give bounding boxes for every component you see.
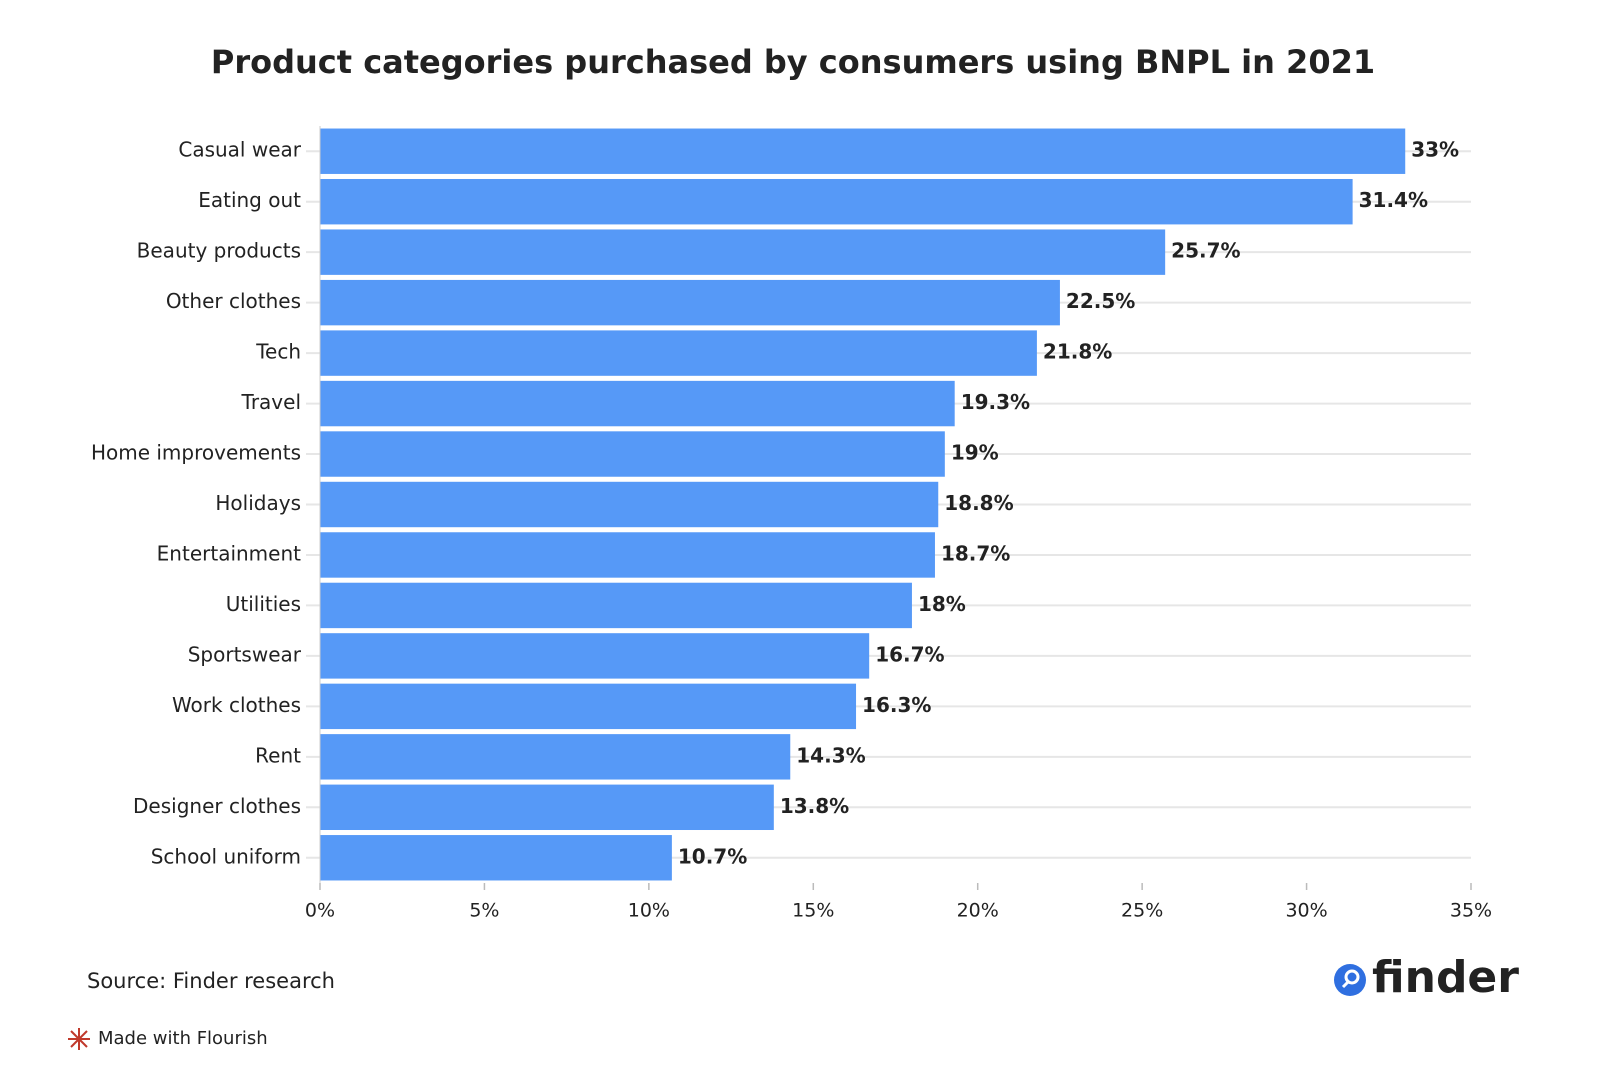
bar [320,178,1353,225]
x-tick-label: 5% [469,900,499,922]
bar [320,380,955,427]
value-label: 14.3% [796,743,865,767]
bar [320,683,857,730]
category-label: Home improvements [91,441,301,465]
flourish-icon [68,1028,90,1050]
value-label: 18% [918,592,966,616]
logo-text: finder [1372,952,1519,1003]
logo-handle [1341,980,1350,989]
bar [320,481,939,528]
logo-icon [1334,964,1366,996]
value-label: 16.3% [862,693,931,717]
x-tick-label: 15% [792,900,834,922]
category-label: Casual wear [178,138,301,162]
category-label: Travel [241,390,301,414]
value-label: 13.8% [780,794,849,818]
bar [320,633,870,679]
chart-title: Product categories purchased by consumer… [211,43,1375,81]
bar [320,532,935,578]
category-label: Beauty products [137,239,301,263]
bar [320,582,912,629]
bar [320,784,774,831]
category-label: Work clothes [172,693,301,717]
category-label: Entertainment [157,541,301,565]
bar [320,128,1406,174]
x-tick-label: 10% [628,900,670,922]
category-label: Tech [255,340,301,364]
bar [320,431,945,477]
brand-logo: finder [1334,952,1519,1003]
value-label: 19% [951,441,999,465]
x-tick-label: 20% [957,900,999,922]
category-label: Holidays [215,491,301,515]
value-label: 18.7% [941,541,1010,565]
category-label: Rent [255,743,301,767]
category-label: Designer clothes [133,794,301,818]
value-label: 31.4% [1359,188,1428,212]
x-tick-label: 35% [1450,900,1492,922]
value-label: 33% [1411,138,1459,162]
x-tick-label: 0% [305,900,335,922]
value-label: 19.3% [961,390,1030,414]
source-note: Source: Finder research [87,969,335,993]
x-tick-label: 30% [1285,900,1327,922]
bar [320,279,1060,326]
logo-glass [1344,969,1360,985]
value-label: 16.7% [875,642,944,666]
value-label: 22.5% [1066,289,1135,313]
bar [320,330,1037,376]
x-tick-label: 25% [1121,900,1163,922]
bar [320,734,791,780]
value-label: 10.7% [678,844,747,868]
category-label: Utilities [226,592,301,616]
credit: Made with Flourish [98,1028,268,1049]
category-label: Eating out [198,188,301,212]
value-label: 25.7% [1171,239,1240,263]
value-label: 18.8% [944,491,1013,515]
bar [320,835,672,881]
category-label: Sportswear [188,642,302,666]
bar [320,229,1166,275]
category-label: School uniform [151,844,301,868]
value-label: 21.8% [1043,340,1112,364]
category-label: Other clothes [166,289,301,313]
